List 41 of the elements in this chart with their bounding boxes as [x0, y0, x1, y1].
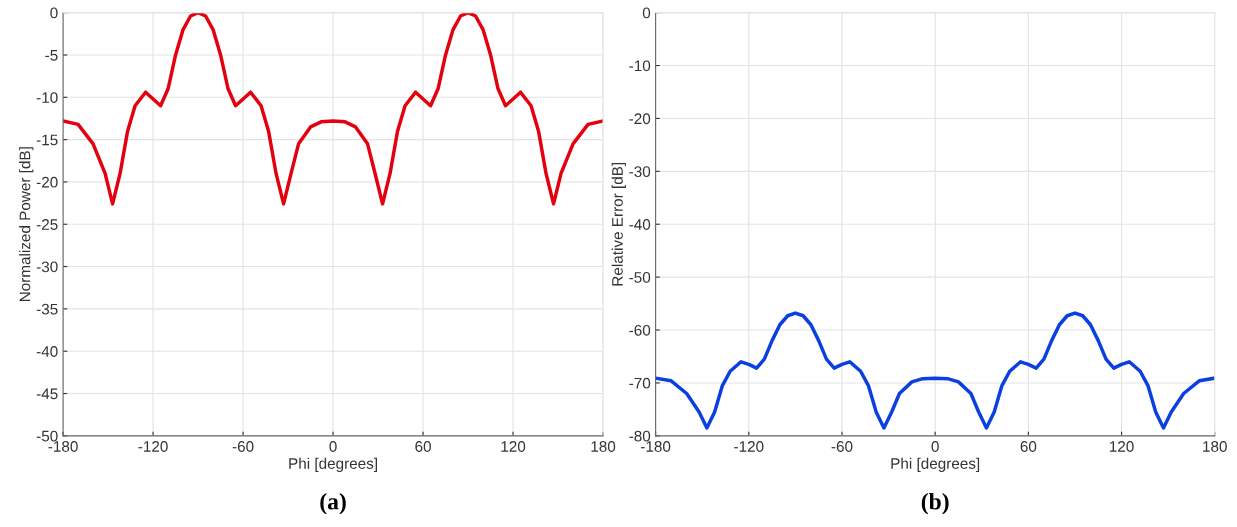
y-tick-label: -50	[36, 430, 58, 442]
y-tick-label: -10	[36, 92, 58, 103]
y-tick-label: -20	[629, 113, 651, 125]
y-axis-title: Normalized Power [dB]	[19, 147, 34, 302]
y-tick-label: -30	[36, 261, 58, 273]
y-tick-label: -50	[629, 272, 651, 283]
text: (b)	[921, 492, 949, 515]
y-axis-title: Relative Error [dB]	[611, 162, 626, 286]
y-tick-label: -20	[36, 176, 58, 188]
x-axis-title: Phi [degrees]	[289, 457, 377, 472]
y-tick-label: -80	[629, 430, 651, 442]
x-tick-label: 60	[415, 441, 431, 452]
y-tick-label: -10	[629, 60, 651, 72]
x-tick-label: -60	[232, 441, 254, 452]
x-tick-label: 120	[1109, 441, 1134, 452]
y-tick-label: -35	[36, 303, 58, 315]
y-tick-label: -70	[629, 377, 651, 389]
y-tick-label: -5	[45, 49, 58, 61]
y-tick-label: -15	[36, 134, 58, 146]
x-tick-label: -180	[641, 441, 671, 452]
x-tick-label: -120	[734, 441, 764, 452]
y-tick-label: -30	[629, 166, 651, 178]
y-tick-label: -60	[629, 324, 651, 336]
y-tick-label: 0	[50, 7, 58, 19]
x-tick-label: -120	[138, 441, 168, 452]
x-tick-label: -180	[48, 441, 78, 452]
x-tick-label: 120	[501, 441, 526, 452]
x-tick-label: 180	[1203, 441, 1227, 452]
line-series	[655, 311, 1215, 430]
y-tick-label: 0	[642, 7, 651, 19]
x-tick-label: 60	[1020, 441, 1037, 452]
y-tick-label: -40	[629, 219, 651, 230]
x-tick-label: 0	[931, 441, 939, 452]
x-tick-label: 0	[329, 441, 337, 452]
x-tick-label: -60	[831, 441, 853, 452]
text: (a)	[320, 492, 346, 515]
x-tick-label: 180	[591, 441, 616, 452]
y-tick-label: -25	[36, 219, 58, 230]
x-axis-title: Phi [degrees]	[891, 457, 980, 472]
y-tick-label: -45	[36, 388, 58, 400]
y-tick-label: -40	[36, 346, 58, 357]
